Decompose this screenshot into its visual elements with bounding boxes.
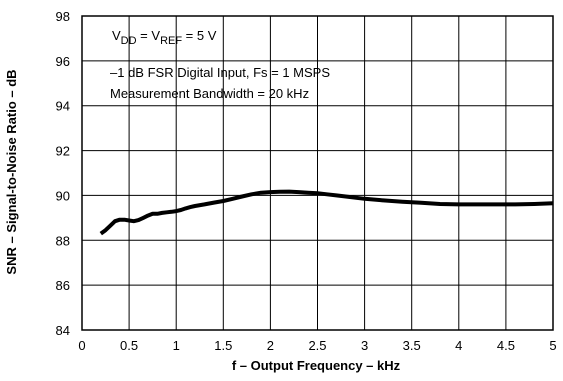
y-tick-label: 84: [56, 323, 70, 338]
plot-frame: [81, 15, 554, 331]
y-tick-label: 90: [56, 188, 70, 203]
annotation-vdd-vref: VDD = VREF = 5 V: [112, 28, 217, 47]
x-tick-label: 5: [549, 338, 556, 353]
x-tick-label: 0.5: [120, 338, 138, 353]
x-tick-label: 3: [361, 338, 368, 353]
y-tick-label: 88: [56, 233, 70, 248]
x-tick-label: 2: [267, 338, 274, 353]
vref-subscript: REF: [160, 35, 182, 47]
x-tick-label: 2.5: [308, 338, 326, 353]
x-tick-labels: 0 0.5 1 1.5 2 2.5 3 3.5 4 4.5 5: [78, 338, 556, 353]
y-tick-labels: 84 86 88 90 92 94 96 98: [56, 9, 70, 338]
vdd-label: V: [112, 28, 121, 43]
x-tick-label: 4: [455, 338, 462, 353]
snr-series-line: [99, 189, 554, 236]
x-tick-label: 3.5: [403, 338, 421, 353]
annotation-input-condition: –1 dB FSR Digital Input, Fs = 1 MSPS: [110, 65, 330, 80]
grid-lines: [82, 16, 553, 330]
y-tick-label: 96: [56, 54, 70, 69]
series-layer: [99, 189, 554, 236]
y-tick-label: 98: [56, 9, 70, 24]
y-tick-label: 92: [56, 144, 70, 159]
x-tick-label: 1.5: [214, 338, 232, 353]
y-tick-label: 94: [56, 99, 70, 114]
vref-eq: = V: [137, 28, 161, 43]
annotation-bandwidth: Measurement Bandwidth = 20 kHz: [110, 86, 309, 101]
vdd-subscript: DD: [121, 35, 137, 47]
y-tick-label: 86: [56, 278, 70, 293]
y-axis-title: SNR – Signal-to-Noise Ratio – dB: [4, 69, 19, 274]
x-tick-label: 1: [173, 338, 180, 353]
x-tick-label: 0: [78, 338, 85, 353]
x-tick-label: 4.5: [497, 338, 515, 353]
x-axis-title: f – Output Frequency – kHz: [232, 358, 401, 373]
vref-tail: = 5 V: [182, 28, 217, 43]
